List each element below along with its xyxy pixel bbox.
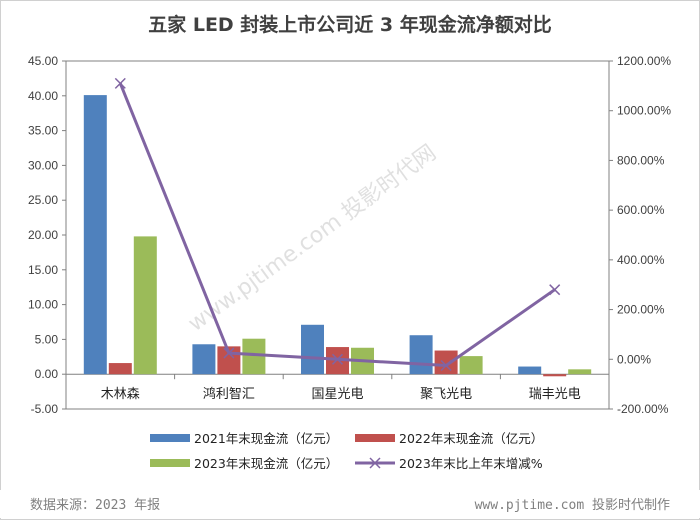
left-tick-label: 30.00 xyxy=(28,158,58,172)
right-tick-label: 400.00% xyxy=(617,253,665,267)
legend-label: 2022年末现金流（亿元） xyxy=(399,431,543,446)
left-tick-label: 35.00 xyxy=(28,124,58,138)
right-tick-label: 200.00% xyxy=(617,303,665,317)
right-tick-label: 0.00% xyxy=(617,352,651,366)
bar xyxy=(133,236,157,375)
legend-label: 2021年末现金流（亿元） xyxy=(194,431,338,446)
bar xyxy=(568,369,592,375)
line-point-marker xyxy=(331,353,344,365)
footer-source: 数据来源：2023 年报 xyxy=(30,498,161,513)
category-label: 木林森 xyxy=(101,387,140,402)
right-tick-label: 800.00% xyxy=(617,153,665,167)
watermark-text: www.pjtime.com 投影时代网 xyxy=(184,140,441,336)
legend-label: 2023年末现金流（亿元） xyxy=(194,456,338,471)
legend-label: 2023年末比上年末增减% xyxy=(399,456,543,471)
bar xyxy=(242,338,266,375)
right-tick-label: 1200.00% xyxy=(617,54,671,68)
left-tick-label: 10.00 xyxy=(28,298,58,312)
line-point-marker xyxy=(440,359,452,372)
left-tick-label: 5.00 xyxy=(35,332,59,346)
footer-credit: www.pjtime.com 投影时代制作 xyxy=(474,498,670,513)
category-label: 鸿利智汇 xyxy=(203,386,255,402)
category-label: 国星光电 xyxy=(311,387,363,402)
right-tick-label: 1000.00% xyxy=(617,104,671,118)
line-point-marker xyxy=(114,77,126,89)
bar xyxy=(409,335,433,375)
bar xyxy=(518,366,542,375)
footer: 数据来源：2023 年报 www.pjtime.com 投影时代制作 xyxy=(0,490,700,518)
category-label: 聚飞光电 xyxy=(420,387,472,402)
left-tick-label: 0.00 xyxy=(35,367,59,381)
left-tick-label: 25.00 xyxy=(28,193,58,207)
bar xyxy=(459,356,483,375)
category-label: 瑞丰光电 xyxy=(529,387,581,402)
legend-swatch xyxy=(150,434,190,442)
left-tick-label: -5.00 xyxy=(31,402,59,416)
bar xyxy=(192,344,216,375)
legend-swatch xyxy=(355,434,395,442)
bar xyxy=(108,363,132,375)
line-point-marker xyxy=(549,284,561,296)
left-tick-label: 45.00 xyxy=(28,54,58,68)
left-tick-label: 40.00 xyxy=(28,89,58,103)
bar xyxy=(543,374,567,377)
right-tick-label: -200.00% xyxy=(617,402,669,416)
legend-marker xyxy=(369,457,381,469)
legend-swatch xyxy=(150,459,190,467)
bar xyxy=(301,324,324,375)
right-tick-label: 600.00% xyxy=(617,203,665,217)
bar xyxy=(83,95,107,375)
chart-title: 五家 LED 封装上市公司近 3 年现金流净额对比 xyxy=(148,14,552,36)
left-tick-label: 15.00 xyxy=(28,263,58,277)
bar xyxy=(434,350,458,375)
line-point-marker xyxy=(223,347,235,359)
left-tick-label: 20.00 xyxy=(28,228,58,242)
